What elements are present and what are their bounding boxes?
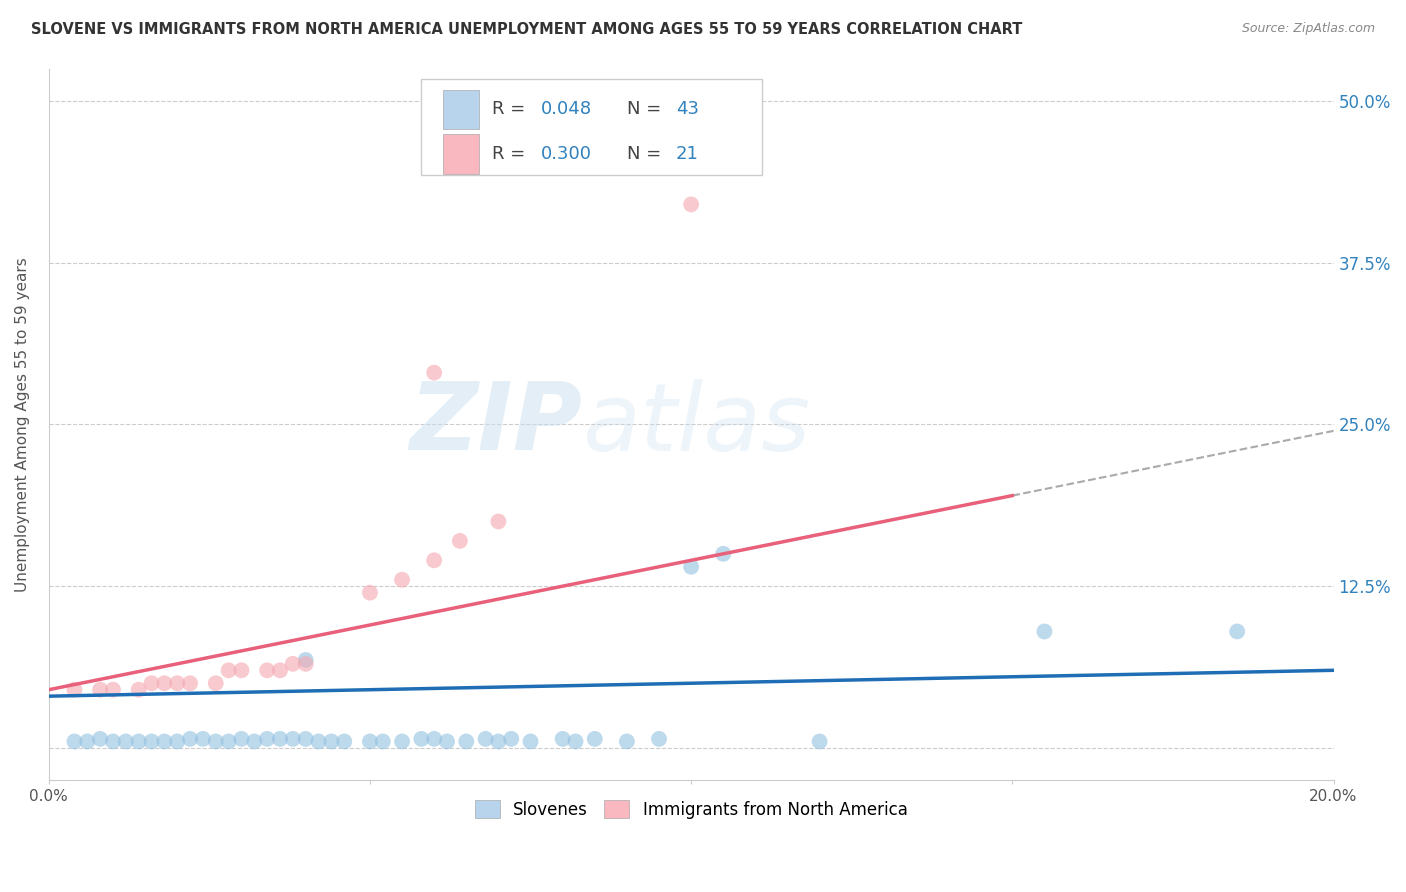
Point: [269, 731, 291, 746]
Point: [359, 585, 381, 599]
Point: [153, 676, 176, 690]
Point: [231, 731, 253, 746]
Point: [519, 734, 541, 748]
Point: [153, 734, 176, 748]
Point: [423, 366, 446, 380]
Point: [808, 734, 831, 748]
Point: [711, 547, 734, 561]
Point: [166, 676, 188, 690]
Point: [371, 734, 394, 748]
Point: [204, 734, 226, 748]
Point: [128, 734, 150, 748]
Point: [583, 731, 606, 746]
Point: [294, 657, 316, 671]
Text: 21: 21: [676, 145, 699, 163]
Point: [616, 734, 638, 748]
Point: [423, 553, 446, 567]
Point: [141, 676, 163, 690]
Text: R =: R =: [492, 101, 531, 119]
Point: [681, 559, 703, 574]
Point: [179, 731, 201, 746]
Point: [256, 663, 278, 677]
Text: 0.300: 0.300: [541, 145, 592, 163]
Point: [101, 734, 124, 748]
FancyBboxPatch shape: [443, 135, 479, 174]
Point: [204, 676, 226, 690]
Point: [63, 682, 86, 697]
Point: [308, 734, 330, 748]
Text: Source: ZipAtlas.com: Source: ZipAtlas.com: [1241, 22, 1375, 36]
Point: [76, 734, 98, 748]
Point: [391, 573, 413, 587]
Point: [166, 734, 188, 748]
Point: [114, 734, 136, 748]
Point: [333, 734, 356, 748]
Point: [63, 734, 86, 748]
Point: [89, 731, 111, 746]
Point: [101, 682, 124, 697]
Point: [141, 734, 163, 748]
Text: ZIP: ZIP: [409, 378, 582, 470]
Text: N =: N =: [627, 145, 666, 163]
Point: [681, 197, 703, 211]
Point: [501, 731, 523, 746]
Point: [281, 731, 304, 746]
Point: [294, 731, 316, 746]
Point: [456, 734, 478, 748]
Point: [89, 682, 111, 697]
Point: [321, 734, 343, 748]
Point: [359, 734, 381, 748]
Y-axis label: Unemployment Among Ages 55 to 59 years: Unemployment Among Ages 55 to 59 years: [15, 257, 30, 591]
Point: [269, 663, 291, 677]
Text: R =: R =: [492, 145, 531, 163]
Point: [391, 734, 413, 748]
Point: [281, 657, 304, 671]
Point: [179, 676, 201, 690]
Point: [294, 653, 316, 667]
Point: [191, 731, 214, 746]
Point: [486, 734, 509, 748]
Point: [564, 734, 586, 748]
Text: SLOVENE VS IMMIGRANTS FROM NORTH AMERICA UNEMPLOYMENT AMONG AGES 55 TO 59 YEARS : SLOVENE VS IMMIGRANTS FROM NORTH AMERICA…: [31, 22, 1022, 37]
Text: atlas: atlas: [582, 379, 810, 470]
Text: N =: N =: [627, 101, 666, 119]
Legend: Slovenes, Immigrants from North America: Slovenes, Immigrants from North America: [468, 793, 914, 825]
Point: [256, 731, 278, 746]
Point: [218, 734, 240, 748]
Text: 43: 43: [676, 101, 699, 119]
Point: [411, 731, 433, 746]
Point: [1226, 624, 1249, 639]
Point: [1033, 624, 1056, 639]
Point: [486, 515, 509, 529]
Point: [474, 731, 496, 746]
Point: [218, 663, 240, 677]
Text: 0.048: 0.048: [541, 101, 592, 119]
Point: [449, 533, 471, 548]
Point: [423, 731, 446, 746]
Point: [231, 663, 253, 677]
Point: [436, 734, 458, 748]
Point: [128, 682, 150, 697]
Point: [243, 734, 266, 748]
FancyBboxPatch shape: [443, 90, 479, 129]
Point: [551, 731, 574, 746]
Point: [648, 731, 671, 746]
FancyBboxPatch shape: [422, 79, 762, 176]
